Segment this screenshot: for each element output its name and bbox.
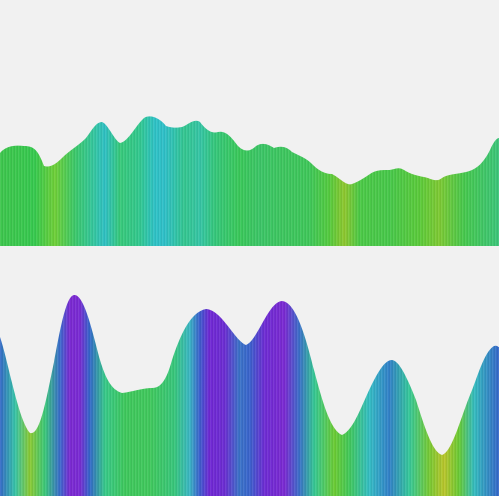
wave-canvas (0, 116, 499, 496)
